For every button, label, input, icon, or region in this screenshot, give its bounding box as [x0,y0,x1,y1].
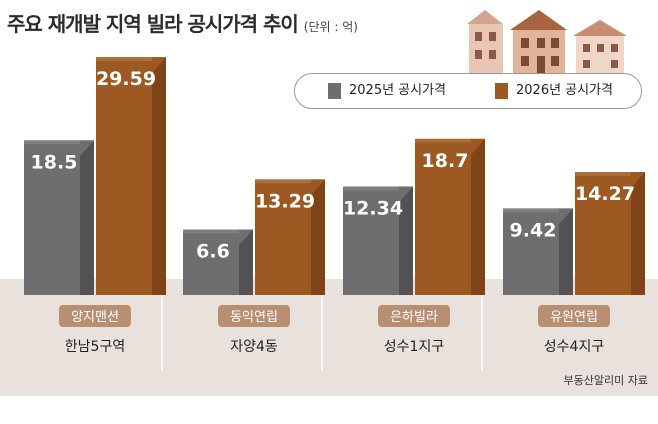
value-label-2025-2: 6.6 [196,241,230,263]
category-tag-3 [378,305,450,327]
chart-title: 주요 재개발 지역 빌라 공시가격 추이 [7,12,299,36]
legend-label-2025: 2025년 공시가격 [349,83,447,98]
bar-2026-3 [415,138,485,295]
bar-2025-3 [343,186,413,295]
chart-floor [0,279,658,396]
value-label-2026-3: 18.7 [422,150,469,172]
category-label-1: 양지맨션 [71,310,119,325]
value-label-2025-1: 18.5 [31,151,78,173]
bar-2025-1 [24,140,94,295]
bar-2026-2 [255,179,325,295]
bar-2026-1 [96,57,166,296]
unit-label: (단위 : 억) [303,20,358,34]
value-label-2026-4: 14.27 [575,183,635,205]
category-label-4: 유원연립 [550,310,598,325]
sublabel-3: 성수1지구 [384,339,445,355]
bar-2026-4 [575,171,645,295]
value-label-2026-2: 13.29 [255,190,315,212]
legend-label-2026: 2026년 공시가격 [516,83,614,98]
category-tag-4 [538,305,610,327]
source-note: 부동산알리미 자료 [563,374,648,387]
category-tag-1 [59,305,131,327]
sublabel-1: 한남5구역 [65,339,125,355]
legend: 2025년 공시가격 2026년 공시가격 [294,73,642,109]
chart-title-block: 주요 재개발 지역 빌라 공시가격 추이 (단위 : 억) [7,8,358,37]
value-label-2025-3: 12.34 [343,197,403,219]
value-label-2025-4: 9.42 [510,219,557,241]
sublabel-2: 자양4동 [230,339,278,355]
legend-swatch-2026 [495,83,508,99]
bar-2025-2 [183,229,253,295]
category-tag-2 [218,305,290,327]
bar-2025-4 [503,208,573,295]
houses-illustration [467,10,627,74]
value-label-2026-1: 29.59 [96,68,156,90]
category-label-3: 은하빌라 [390,310,438,325]
legend-swatch-2025 [328,83,341,99]
sublabel-4: 성수4지구 [544,339,605,355]
category-label-2: 동익연립 [230,310,278,325]
